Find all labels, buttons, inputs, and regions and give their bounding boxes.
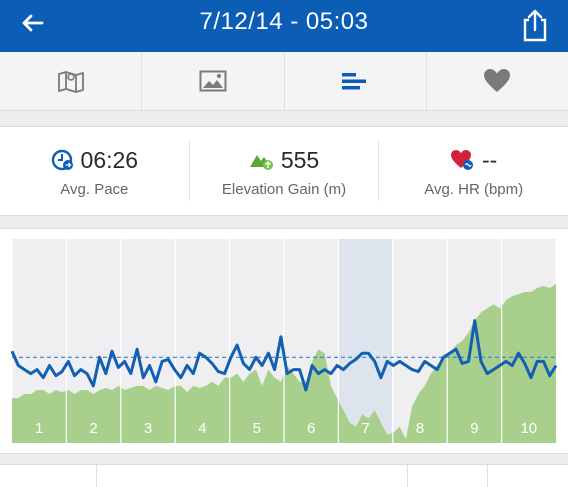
- stat-elevation: 555 Elevation Gain (m): [190, 141, 380, 201]
- split-label-7: 7: [361, 420, 369, 437]
- back-arrow-icon: [22, 14, 44, 32]
- bottom-toolbar: [0, 464, 568, 487]
- split-label-1: 1: [35, 420, 43, 437]
- image-icon: [199, 70, 227, 92]
- pace-elevation-chart: 1 2 3 4 5 6 7 8 9 10: [10, 239, 558, 443]
- pace-line: [10, 319, 558, 392]
- elevation-label: Elevation Gain (m): [221, 181, 347, 198]
- splits-chart: 1 2 3 4 5 6 7 8 9 10: [0, 228, 568, 454]
- tab-heart[interactable]: [427, 52, 568, 110]
- back-button[interactable]: [14, 8, 50, 44]
- heart-rate-value: --: [482, 146, 498, 173]
- split-label-3: 3: [144, 420, 152, 437]
- elevation-icon: [249, 155, 273, 170]
- elevation-value: 555: [280, 146, 320, 173]
- split-label-8: 8: [416, 420, 424, 437]
- split-label-5: 5: [253, 420, 261, 437]
- tab-splits[interactable]: [285, 52, 427, 110]
- bar-chart-icon: [342, 73, 367, 90]
- share-button[interactable]: [520, 8, 550, 42]
- pace-label: Avg. Pace: [60, 181, 129, 198]
- map-icon: [57, 71, 84, 93]
- split-label-6: 6: [307, 420, 315, 437]
- stat-pace: 06:26 Avg. Pace: [0, 141, 190, 201]
- heart-icon: [484, 69, 511, 92]
- toolbar-segment-2[interactable]: [97, 465, 408, 487]
- page-title: 7/12/14 - 05:03: [199, 8, 369, 35]
- tab-photos[interactable]: [142, 52, 285, 110]
- top-bar: 7/12/14 - 05:03: [0, 0, 568, 52]
- heart-rate-icon: [451, 150, 474, 170]
- summary-stats: 06:26 Avg. Pace 555 Elevation Gain (m) -…: [0, 126, 568, 216]
- toolbar-segment-4[interactable]: [488, 465, 568, 487]
- split-column-7[interactable]: [338, 239, 393, 443]
- split-label-9: 9: [470, 420, 478, 437]
- elevation-area: [12, 283, 556, 443]
- stat-heart-rate: -- Avg. HR (bpm): [379, 141, 568, 201]
- heart-rate-label: Avg. HR (bpm): [424, 181, 524, 198]
- split-label-10: 10: [520, 420, 537, 437]
- toolbar-segment-1[interactable]: [0, 465, 97, 487]
- tab-map[interactable]: [0, 52, 143, 110]
- pace-icon: [51, 149, 73, 171]
- tab-bar: [0, 52, 568, 111]
- toolbar-segment-3[interactable]: [408, 465, 489, 487]
- split-label-2: 2: [89, 420, 97, 437]
- pace-value: 06:26: [80, 146, 139, 173]
- share-icon: [523, 9, 547, 42]
- split-label-4: 4: [198, 420, 206, 437]
